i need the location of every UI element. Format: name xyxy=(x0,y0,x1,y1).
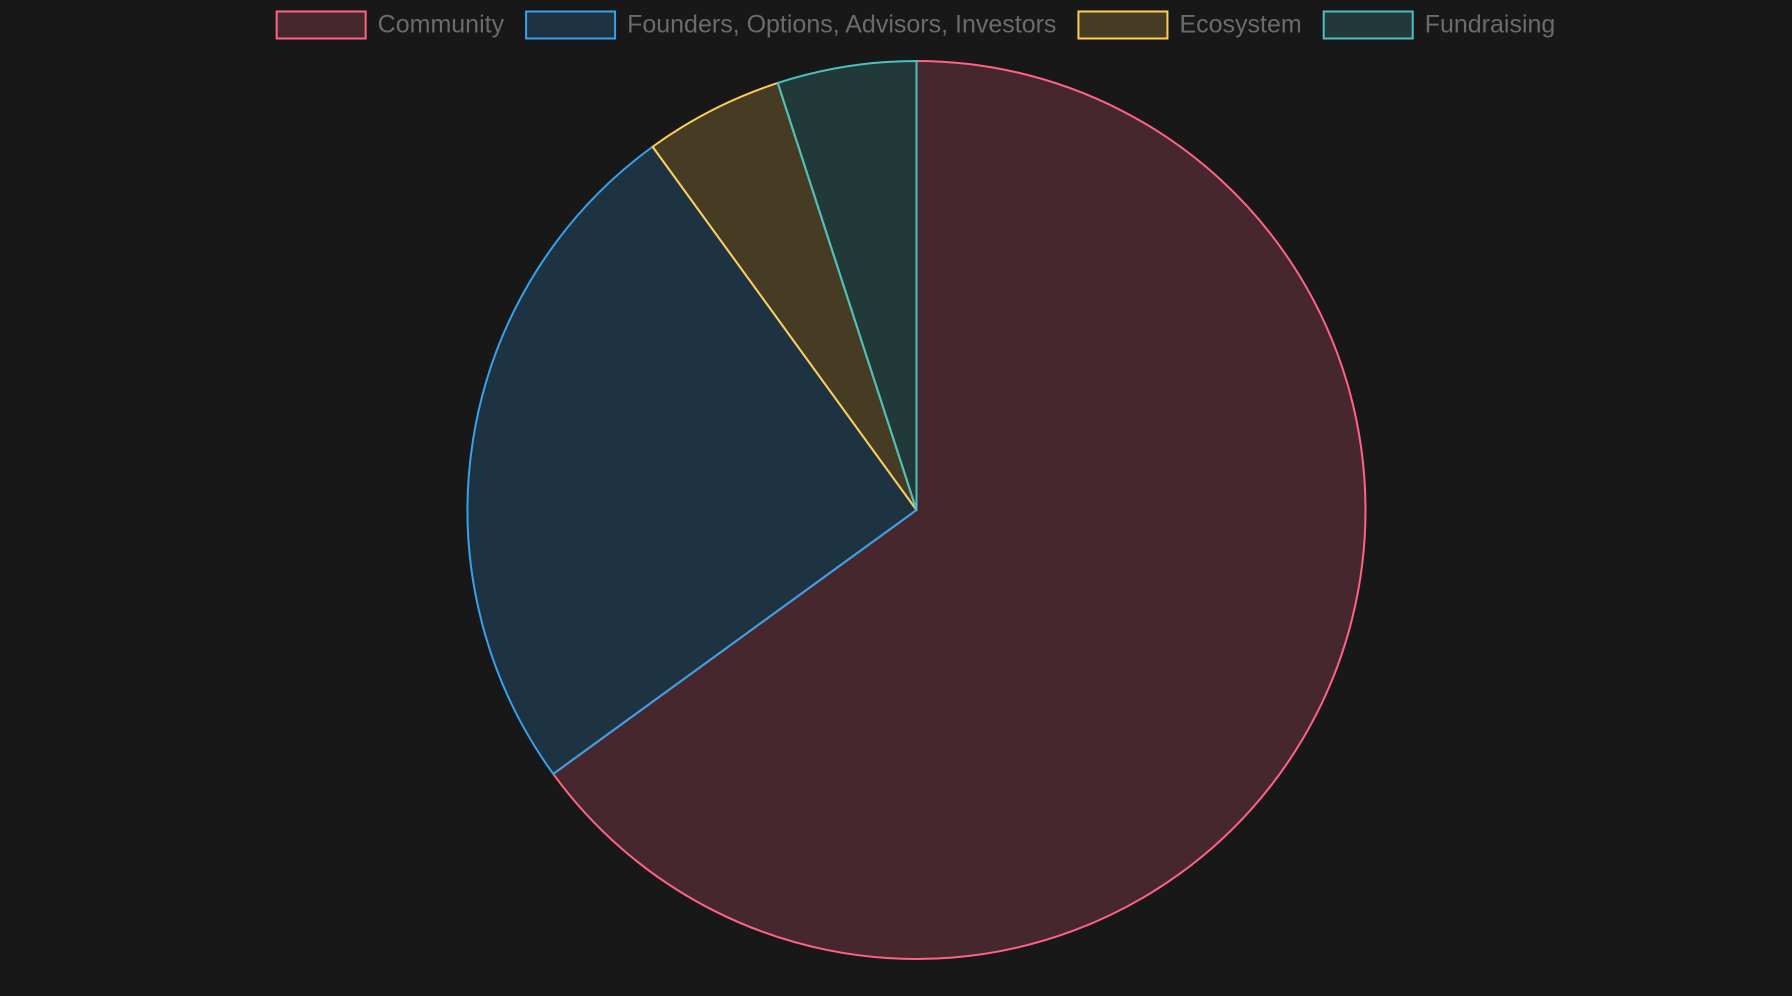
legend-item[interactable]: Fundraising xyxy=(1322,10,1556,40)
legend-label: Ecosystem xyxy=(1179,11,1301,39)
legend-swatch xyxy=(525,10,617,40)
legend-label: Fundraising xyxy=(1425,11,1556,39)
pie-slice xyxy=(552,60,1367,960)
legend-swatch xyxy=(1077,10,1169,40)
legend-swatch xyxy=(1322,10,1414,40)
legend: Community Founders, Options, Advisors, In… xyxy=(275,10,1556,40)
legend-label: Founders, Options, Advisors, Investors xyxy=(627,11,1056,39)
legend-swatch xyxy=(275,10,367,40)
legend-label: Community xyxy=(378,11,505,39)
legend-item[interactable]: Community xyxy=(275,10,505,40)
legend-item[interactable]: Founders, Options, Advisors, Investors xyxy=(525,10,1056,40)
pie-slice xyxy=(776,60,918,511)
pie-slice xyxy=(466,145,918,775)
legend-item[interactable]: Ecosystem xyxy=(1077,10,1302,40)
pie xyxy=(466,60,1367,960)
